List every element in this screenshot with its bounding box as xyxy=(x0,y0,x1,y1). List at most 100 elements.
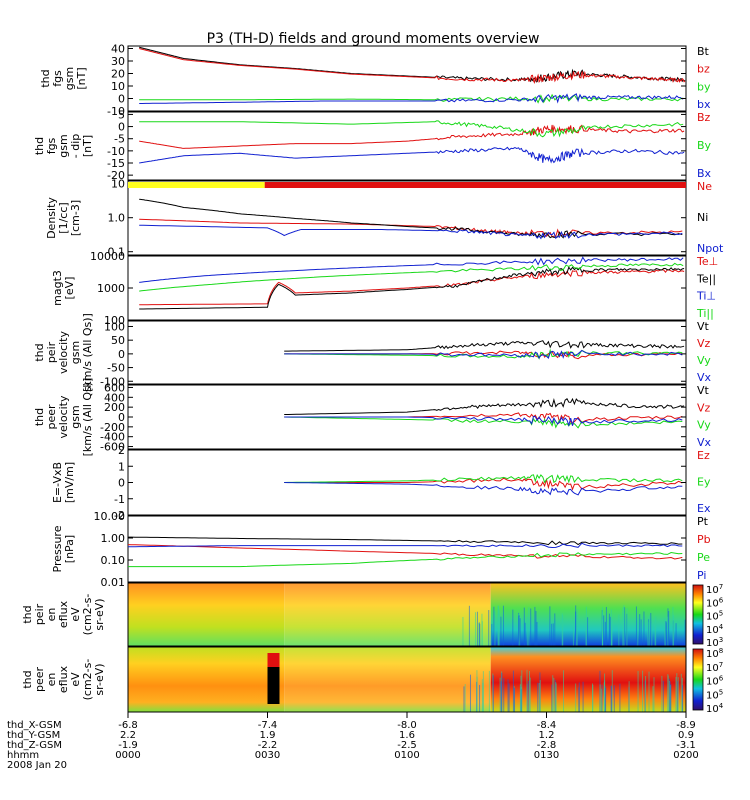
legend-label: Ne xyxy=(697,180,712,193)
panel-density: 10 1.0 0.1 Ne Ni Npot Density [1/cc] [cm-3] xyxy=(45,178,724,259)
heatmap-region-early xyxy=(128,647,285,712)
series-peir_velocity-Vx xyxy=(284,349,683,360)
y-axis-label: thd xyxy=(33,408,46,426)
time-row-label: thd_Y-GSM xyxy=(7,730,60,741)
time-row-label: thd_X-GSM xyxy=(7,720,62,731)
y-axis-label: [nT] xyxy=(75,67,88,89)
y-axis-label: thd xyxy=(21,605,34,623)
y-axis-label: peer xyxy=(33,667,46,693)
y-axis-label: [eV] xyxy=(63,277,76,300)
series-efield-Ey xyxy=(284,473,683,484)
y-axis-label: gsm xyxy=(69,341,82,364)
y-tick-label: 0 xyxy=(118,121,125,134)
series-peer_velocity-Vy xyxy=(284,416,683,429)
y-tick-label: -200 xyxy=(100,421,125,434)
y-axis-label: - dip xyxy=(69,134,82,159)
legend-label: Npot xyxy=(697,242,724,255)
y-axis-label: eV xyxy=(69,672,82,687)
y-tick-label: 0 xyxy=(118,477,125,490)
y-tick-label: 600 xyxy=(104,381,125,394)
y-axis-label: magt3 xyxy=(51,270,64,306)
y-tick-label: 100 xyxy=(104,314,125,327)
y-axis-label: E=-VxB xyxy=(51,462,64,503)
colorbar-tick-label: 105 xyxy=(706,688,723,701)
y-tick-label: -100 xyxy=(100,375,125,388)
y-tick-label: 20 xyxy=(111,68,125,81)
y-axis-label: [mV/m] xyxy=(63,462,76,503)
legend-label: Bz xyxy=(697,111,711,124)
legend-label: Ey xyxy=(697,476,711,489)
time-row-label: hhmm xyxy=(7,750,39,761)
colorbar-tick-label: 103 xyxy=(706,636,723,649)
series-efield-Ex xyxy=(284,482,683,496)
y-axis-label: Density xyxy=(45,197,58,239)
series-density-Ne xyxy=(139,218,683,238)
heatmap-region-mid xyxy=(284,583,491,646)
y-tick-label: 1.00 xyxy=(101,532,126,545)
y-tick-label: 10 xyxy=(111,80,125,93)
legend-label: Vx xyxy=(697,371,712,384)
time-row-value: 2.2 xyxy=(120,730,136,741)
y-axis-label: fgs xyxy=(45,137,58,154)
y-tick-label: 5 xyxy=(118,108,125,121)
series-pressure-Pt xyxy=(128,536,683,546)
y-tick-label: 1.0 xyxy=(108,212,126,225)
status-bar-yellow xyxy=(128,182,265,188)
y-tick-label: 0 xyxy=(118,411,125,424)
y-tick-label: 1000 xyxy=(97,282,125,295)
series-efield-Ez xyxy=(284,477,683,491)
legend-label: Vy xyxy=(697,419,711,432)
time-row-value: 0100 xyxy=(394,750,419,761)
colorbar-tick-label: 105 xyxy=(706,610,723,623)
y-tick-label: 10000 xyxy=(90,250,125,263)
colorbar xyxy=(692,584,704,645)
y-tick-label: 200 xyxy=(104,401,125,414)
time-row-value: -8.0 xyxy=(397,720,417,731)
y-axis-label: thd xyxy=(33,343,46,361)
time-row-value: -8.9 xyxy=(676,720,696,731)
legend-label: Vz xyxy=(697,401,711,414)
colorbar-tick-label: 106 xyxy=(706,596,724,609)
panel-frame xyxy=(127,515,687,583)
time-row-value: 0.9 xyxy=(678,730,694,741)
status-bar xyxy=(128,182,686,188)
panel-frame xyxy=(127,582,687,647)
heatmap-region-mid xyxy=(284,647,491,712)
panel-frame xyxy=(127,111,687,181)
y-axis-label: (cm2-s- xyxy=(81,594,94,636)
series-density-Npot xyxy=(139,224,683,240)
y-axis-label: fgs xyxy=(51,70,64,87)
y-axis-label: peer xyxy=(45,404,58,430)
colorbar-tick-label: 104 xyxy=(706,623,724,636)
time-row-value: -2.8 xyxy=(537,740,557,751)
series-temperature-Te⊥ xyxy=(139,269,685,306)
y-tick-label: -50 xyxy=(107,362,125,375)
legend-label: Vz xyxy=(697,337,711,350)
heatmap-data-gap xyxy=(267,657,280,704)
y-axis-label: [cm-3] xyxy=(69,200,82,236)
y-axis-label: (cm2-s- xyxy=(81,659,94,701)
y-tick-label: -10 xyxy=(107,145,125,158)
legend-label: Ex xyxy=(697,502,711,515)
y-tick-label: 40 xyxy=(111,43,125,56)
legend-label: Ti|| xyxy=(696,307,714,320)
legend-label: Bt xyxy=(697,45,710,58)
y-axis-label: [1/cc] xyxy=(57,202,70,233)
y-tick-label: 2 xyxy=(118,444,125,457)
status-bar-red xyxy=(264,182,686,188)
series-temperature-Ti|| xyxy=(139,262,684,292)
series-peer_velocity-Vx xyxy=(284,415,683,427)
y-axis-label: Pressure xyxy=(51,525,64,572)
time-row-value: -3.1 xyxy=(676,740,696,751)
time-row-value: 0200 xyxy=(673,750,698,761)
y-tick-label: 10.00 xyxy=(94,510,126,523)
series-fgs_gsm_dip-Bx xyxy=(139,146,685,164)
time-row-value: -2.5 xyxy=(397,740,417,751)
y-tick-label: 10 xyxy=(111,178,125,191)
legend-label: Vy xyxy=(697,354,711,367)
series-fgs_gsm_dip-By xyxy=(139,120,684,138)
y-axis-label: peir xyxy=(33,603,46,625)
colorbar-tick-label: 107 xyxy=(706,583,723,596)
